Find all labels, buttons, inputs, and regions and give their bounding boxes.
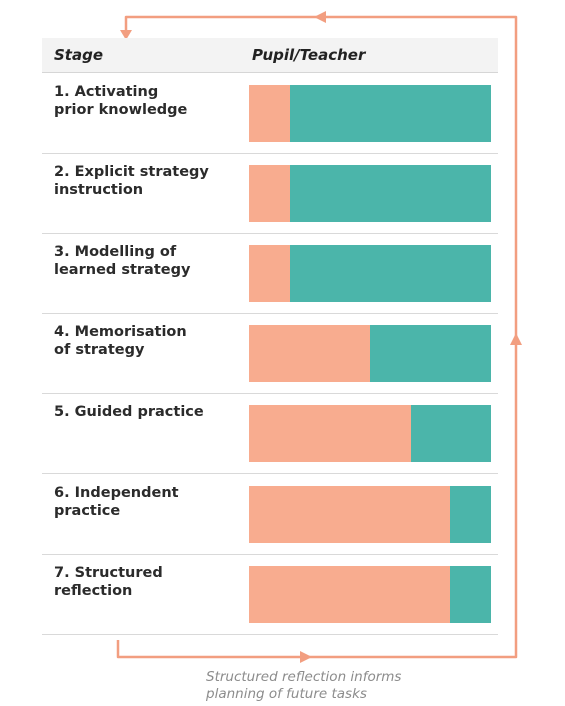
teacher-segment: [290, 85, 491, 142]
pupil-teacher-bar: [249, 566, 491, 623]
pupil-teacher-bar: [249, 405, 491, 462]
stage-row: 4. Memorisation of strategy: [42, 313, 498, 394]
pupil-segment: [249, 486, 450, 543]
arrowhead-right: [510, 333, 522, 345]
pupil-teacher-bar: [249, 85, 491, 142]
teacher-segment: [411, 405, 491, 462]
stage-label: 3. Modelling of learned strategy: [54, 244, 191, 278]
stage-label: 1. Activating prior knowledge: [54, 84, 188, 118]
stage-label: 2. Explicit strategy instruction: [54, 164, 209, 198]
header-stage: Stage: [54, 46, 104, 64]
pupil-segment: [249, 405, 412, 462]
teacher-segment: [449, 486, 491, 543]
pupil-teacher-bar: [249, 245, 491, 302]
stage-label: 6. Independent practice: [54, 485, 179, 519]
pupil-teacher-bar: [249, 325, 491, 382]
stage-row: 7. Structured reflection: [42, 554, 498, 635]
arrowhead-bottom: [300, 651, 312, 663]
teacher-segment: [449, 566, 491, 623]
teacher-segment: [290, 245, 491, 302]
stage-label: 4. Memorisation of strategy: [54, 324, 187, 358]
stage-row: 1. Activating prior knowledge: [42, 73, 498, 154]
header-pupil-teacher: Pupil/Teacher: [252, 46, 366, 64]
pupil-segment: [249, 245, 291, 302]
stage-row: 5. Guided practice: [42, 393, 498, 474]
teacher-segment: [290, 165, 491, 222]
pupil-teacher-bar: [249, 165, 491, 222]
arrowhead-top: [314, 11, 326, 23]
pupil-segment: [249, 85, 291, 142]
pupil-segment: [249, 566, 450, 623]
stage-label: 7. Structured reflection: [54, 565, 163, 599]
stage-row: 3. Modelling of learned strategy: [42, 233, 498, 314]
stage-row: 6. Independent practice: [42, 474, 498, 555]
teacher-segment: [370, 325, 491, 382]
table-header: Stage Pupil/Teacher: [42, 38, 498, 73]
stage-row: 2. Explicit strategy instruction: [42, 153, 498, 234]
stage-label: 5. Guided practice: [54, 404, 204, 420]
caption: Structured reflection informs planning o…: [206, 669, 402, 702]
pupil-teacher-bar: [249, 486, 491, 543]
pupil-segment: [249, 165, 291, 222]
pupil-segment: [249, 325, 370, 382]
